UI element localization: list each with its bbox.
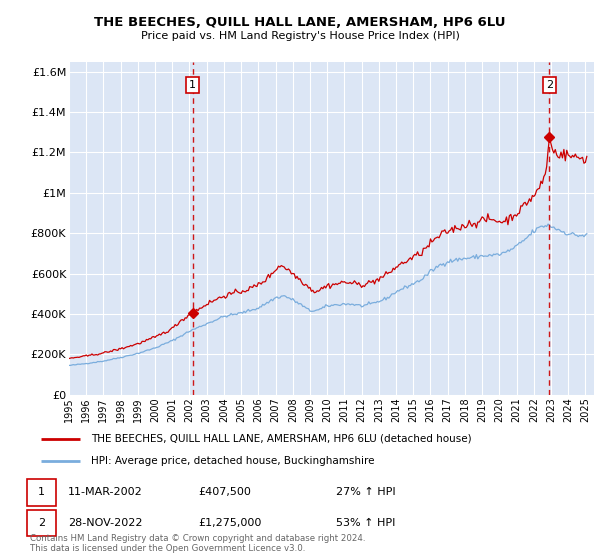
Text: 2: 2 (546, 80, 553, 90)
FancyBboxPatch shape (27, 479, 56, 506)
Text: 1: 1 (189, 80, 196, 90)
Text: 53% ↑ HPI: 53% ↑ HPI (336, 518, 395, 528)
Text: 11-MAR-2002: 11-MAR-2002 (68, 487, 143, 497)
Text: 28-NOV-2022: 28-NOV-2022 (68, 518, 142, 528)
Text: £407,500: £407,500 (198, 487, 251, 497)
Text: HPI: Average price, detached house, Buckinghamshire: HPI: Average price, detached house, Buck… (91, 456, 374, 466)
FancyBboxPatch shape (27, 510, 56, 536)
Text: 2: 2 (38, 518, 45, 528)
Text: THE BEECHES, QUILL HALL LANE, AMERSHAM, HP6 6LU: THE BEECHES, QUILL HALL LANE, AMERSHAM, … (94, 16, 506, 29)
Text: 1: 1 (38, 487, 45, 497)
Text: 27% ↑ HPI: 27% ↑ HPI (336, 487, 395, 497)
Text: Contains HM Land Registry data © Crown copyright and database right 2024.
This d: Contains HM Land Registry data © Crown c… (30, 534, 365, 553)
Text: THE BEECHES, QUILL HALL LANE, AMERSHAM, HP6 6LU (detached house): THE BEECHES, QUILL HALL LANE, AMERSHAM, … (91, 434, 472, 444)
Text: Price paid vs. HM Land Registry's House Price Index (HPI): Price paid vs. HM Land Registry's House … (140, 31, 460, 41)
Text: £1,275,000: £1,275,000 (198, 518, 262, 528)
